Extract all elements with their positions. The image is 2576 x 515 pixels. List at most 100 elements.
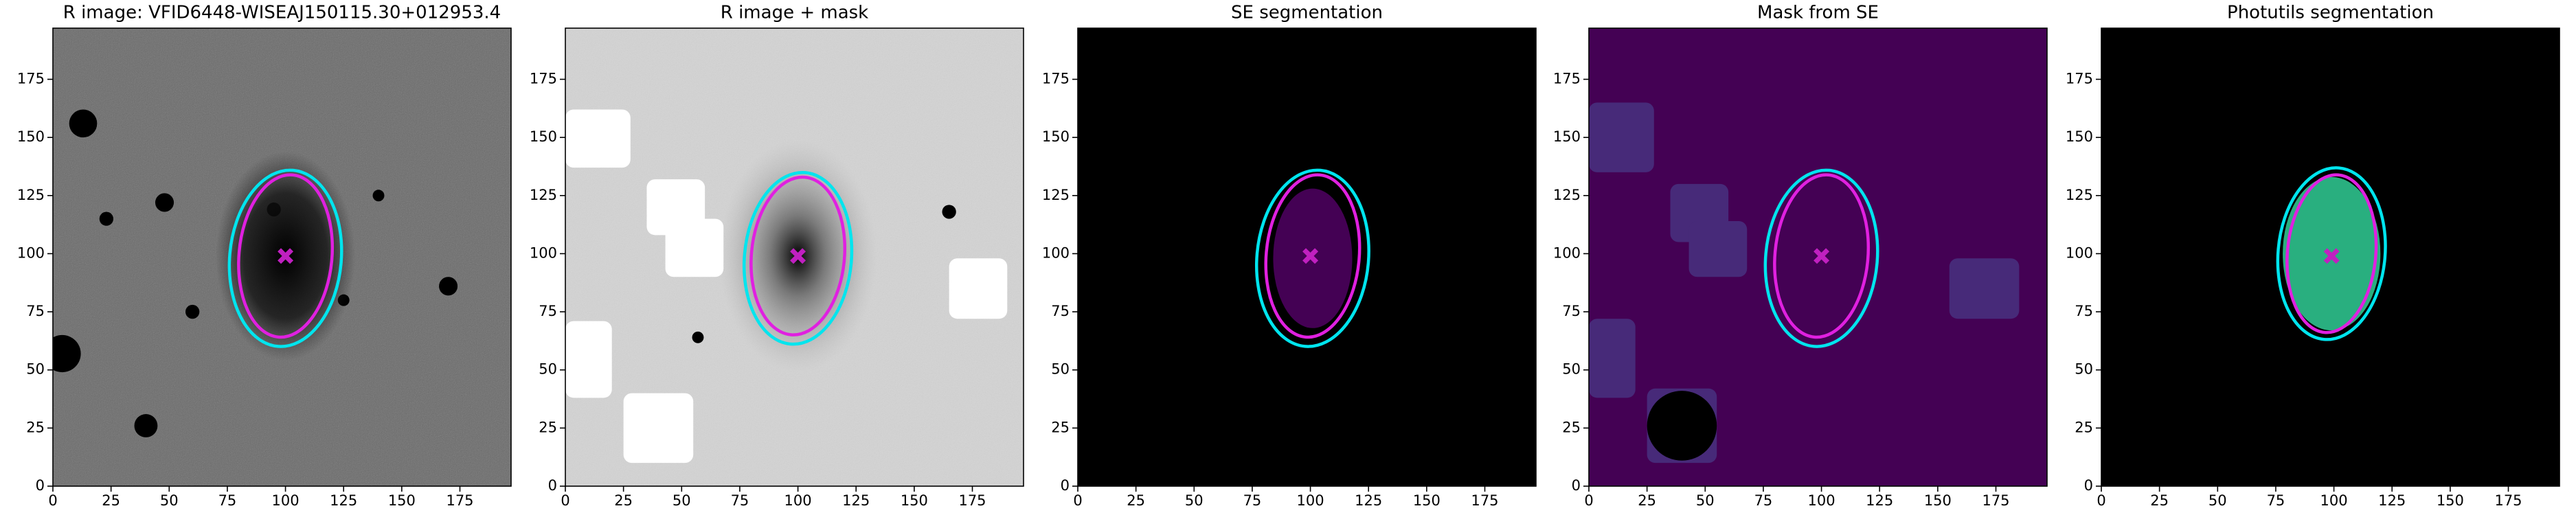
x-tick-label: 25 <box>1127 492 1145 509</box>
source <box>1164 416 1183 435</box>
x-tick-label: 50 <box>1185 492 1204 509</box>
source <box>1467 280 1480 293</box>
y-tick-label: 75 <box>2075 303 2093 319</box>
aperture-ellipse <box>2285 173 2378 334</box>
y-tick-label: 100 <box>530 244 557 261</box>
image <box>565 28 1024 486</box>
y-tick-label: 50 <box>2075 361 2093 378</box>
center-marker <box>1302 248 1319 264</box>
x-tick-label: 150 <box>901 492 928 509</box>
x-tick-label: 25 <box>2150 492 2169 509</box>
panel: R image: VFID6448-WISEAJ150115.30+012953… <box>17 3 512 509</box>
x-tick-label: 125 <box>330 492 357 509</box>
source <box>372 190 385 202</box>
panel-title: Photutils segmentation <box>2227 3 2434 23</box>
aperture-ellipse <box>1773 173 1871 339</box>
aperture-ellipse <box>1264 173 1362 339</box>
y-tick-label: 25 <box>1562 419 1581 435</box>
panel-title: R image + mask <box>721 3 869 23</box>
panel-title: SE segmentation <box>1231 3 1383 23</box>
mask-region <box>1589 102 1654 172</box>
source <box>439 277 458 296</box>
y-tick-label: 175 <box>17 70 45 87</box>
aperture-ellipse <box>2276 166 2387 341</box>
x-tick-label: 150 <box>388 492 416 509</box>
source <box>99 211 114 226</box>
y-tick-label: 100 <box>1553 244 1581 261</box>
y-tick-label: 150 <box>2066 128 2093 145</box>
y-tick-label: 0 <box>36 477 45 494</box>
x-tick-label: 75 <box>218 492 237 509</box>
panel-title: R image: VFID6448-WISEAJ150115.30+012953… <box>63 3 501 23</box>
panel: R image + mask 0 25 50 75 100 125 150 175 0 25 50 75… <box>530 3 1024 509</box>
x-tick-label: 50 <box>673 492 691 509</box>
x-tick-label: 25 <box>614 492 633 509</box>
y-tick-label: 0 <box>548 477 557 494</box>
axes-frame <box>52 27 512 487</box>
y-tick-label: 0 <box>1061 477 1070 494</box>
x-tick-label: 175 <box>958 492 986 509</box>
image <box>1589 28 2047 486</box>
source <box>1324 425 1329 431</box>
source <box>1647 391 1717 461</box>
y-tick-label: 75 <box>539 303 557 319</box>
x-tick-label: 100 <box>1297 492 1324 509</box>
source <box>942 205 956 219</box>
source <box>1254 176 1260 183</box>
mask-region <box>1589 319 1636 398</box>
x-tick-label: 100 <box>272 492 300 509</box>
source <box>53 334 81 373</box>
mask-region <box>565 321 612 398</box>
center-marker <box>790 248 806 264</box>
source <box>134 414 158 437</box>
y-tick-label: 50 <box>26 361 45 378</box>
y-tick-label: 75 <box>1051 303 1070 319</box>
y-tick-label: 150 <box>530 128 557 145</box>
mask-region <box>623 393 694 464</box>
y-tick-label: 125 <box>2066 187 2093 203</box>
source <box>2506 205 2516 214</box>
source <box>2495 227 2503 234</box>
x-tick-label: 125 <box>1355 492 1382 509</box>
source <box>1204 236 1217 248</box>
source <box>692 331 704 343</box>
y-tick-label: 25 <box>2075 419 2093 435</box>
y-tick-label: 75 <box>26 303 45 319</box>
center-marker <box>1814 248 1830 264</box>
x-tick-label: 150 <box>2437 492 2464 509</box>
y-tick-label: 100 <box>1042 244 1070 261</box>
y-tick-label: 175 <box>1553 70 1581 87</box>
y-tick-label: 25 <box>539 419 557 435</box>
source <box>2101 47 2108 55</box>
x-tick-label: 100 <box>784 492 812 509</box>
source <box>185 304 200 319</box>
x-tick-label: 0 <box>1584 492 1593 509</box>
x-tick-label: 75 <box>2267 492 2285 509</box>
x-tick-label: 150 <box>1413 492 1440 509</box>
source <box>2179 327 2187 334</box>
panel: SE segmentation 0 25 50 75 100 125 150 175 0 25 50 7… <box>1042 3 1537 509</box>
mask-region <box>565 109 631 168</box>
axes-frame <box>565 27 1024 487</box>
aperture-ellipse <box>237 173 335 339</box>
x-tick-label: 50 <box>1696 492 1715 509</box>
y-tick-label: 125 <box>1553 187 1581 203</box>
x-tick-label: 75 <box>731 492 749 509</box>
y-tick-label: 150 <box>17 128 45 145</box>
y-tick-label: 100 <box>17 244 45 261</box>
x-tick-label: 175 <box>1982 492 2009 509</box>
image <box>1078 28 1536 486</box>
y-tick-label: 125 <box>17 187 45 203</box>
y-tick-label: 0 <box>2084 477 2093 494</box>
y-tick-label: 125 <box>1042 187 1070 203</box>
center-marker <box>2323 248 2340 264</box>
y-tick-label: 50 <box>1562 361 1581 378</box>
x-tick-label: 50 <box>160 492 179 509</box>
x-tick-label: 150 <box>1924 492 1952 509</box>
image <box>53 28 511 486</box>
x-tick-label: 100 <box>1808 492 1835 509</box>
x-tick-label: 0 <box>2097 492 2105 509</box>
x-tick-label: 175 <box>2494 492 2522 509</box>
y-tick-label: 0 <box>1572 477 1581 494</box>
